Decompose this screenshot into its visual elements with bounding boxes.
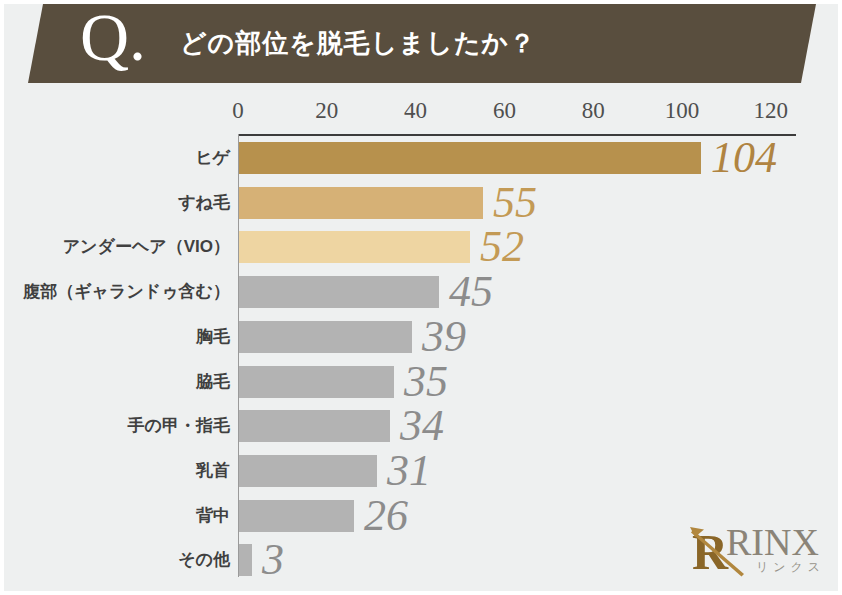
value-label: 34 <box>400 410 444 442</box>
bar <box>239 142 701 174</box>
bar <box>239 455 377 487</box>
category-label: アンダーヘア（VIO） <box>0 231 230 263</box>
value-label: 52 <box>480 231 524 263</box>
category-label: 背中 <box>0 500 230 532</box>
category-label: その他 <box>0 544 230 576</box>
category-label: ヒゲ <box>0 142 230 174</box>
value-label: 39 <box>422 321 466 353</box>
logo-name: RINX <box>726 523 819 561</box>
x-tick-label: 60 <box>464 98 544 124</box>
chart-canvas: Q. どの部位を脱毛しましたか？ 020406080100120 ヒゲ104すね… <box>4 4 838 591</box>
x-tick-label: 80 <box>553 98 633 124</box>
bar <box>239 276 439 308</box>
bar <box>239 231 470 263</box>
category-label: 胸毛 <box>0 321 230 353</box>
x-tick-label: 40 <box>376 98 456 124</box>
value-label: 104 <box>711 142 777 174</box>
value-label: 31 <box>387 455 431 487</box>
x-tick-label: 0 <box>198 98 278 124</box>
question-banner: Q. どの部位を脱毛しましたか？ <box>4 4 838 83</box>
value-label: 55 <box>493 187 537 219</box>
bar <box>239 321 412 353</box>
logo-subtitle: リンクス <box>756 559 825 576</box>
value-label: 3 <box>262 544 284 576</box>
bar <box>239 500 354 532</box>
question-title: どの部位を脱毛しましたか？ <box>180 4 536 83</box>
category-label: 脇毛 <box>0 366 230 398</box>
rinx-logo: R RINX リンクス <box>686 523 836 583</box>
bar <box>239 366 394 398</box>
x-tick-label: 100 <box>642 98 722 124</box>
x-tick-label: 20 <box>287 98 367 124</box>
question-mark-label: Q. <box>80 0 146 77</box>
bar <box>239 187 483 219</box>
value-label: 26 <box>364 500 408 532</box>
bar <box>239 544 252 576</box>
category-label: すね毛 <box>0 187 230 219</box>
bar <box>239 410 390 442</box>
category-label: 手の甲・指毛 <box>0 410 230 442</box>
value-label: 45 <box>449 276 493 308</box>
category-label: 腹部（ギャランドゥ含む） <box>0 276 230 308</box>
value-label: 35 <box>404 366 448 398</box>
x-tick-label: 120 <box>731 98 811 124</box>
category-label: 乳首 <box>0 455 230 487</box>
